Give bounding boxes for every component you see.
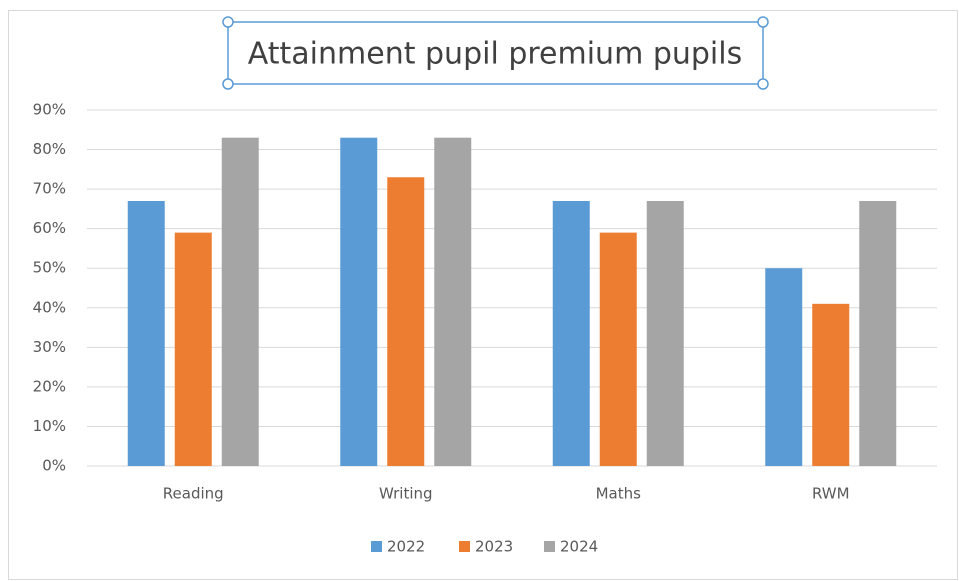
x-tick-label: Writing [379, 485, 433, 503]
y-tick-label: 0% [42, 457, 66, 475]
chart-title: Attainment pupil premium pupils [248, 37, 742, 72]
bar [765, 268, 803, 466]
bar [340, 137, 378, 466]
y-tick-label: 70% [33, 180, 66, 198]
bar [812, 303, 850, 466]
bar [646, 200, 684, 466]
bar [174, 232, 212, 466]
bar [434, 137, 472, 466]
legend-label: 2022 [387, 538, 425, 556]
bar [221, 137, 259, 466]
legend-label: 2024 [560, 538, 598, 556]
legend-swatch [544, 541, 555, 552]
y-tick-label: 50% [33, 259, 66, 277]
bar [859, 200, 897, 466]
legend-swatch [459, 541, 470, 552]
y-tick-label: 80% [33, 140, 66, 158]
y-tick-label: 60% [33, 219, 66, 237]
y-tick-label: 30% [33, 338, 66, 356]
title-selection[interactable] [227, 21, 764, 85]
selection-handles [222, 16, 769, 90]
x-tick-label: RWM [812, 485, 850, 503]
bar [552, 200, 590, 466]
bar [127, 200, 165, 466]
bar [599, 232, 637, 466]
x-tick-label: Reading [163, 485, 224, 503]
bar [387, 177, 425, 466]
legend-swatch [371, 541, 382, 552]
y-tick-label: 40% [33, 298, 66, 316]
y-tick-label: 10% [33, 417, 66, 435]
x-tick-label: Maths [596, 485, 642, 503]
legend-label: 2023 [475, 538, 513, 556]
y-tick-label: 90% [33, 101, 66, 119]
y-tick-label: 20% [33, 377, 66, 395]
